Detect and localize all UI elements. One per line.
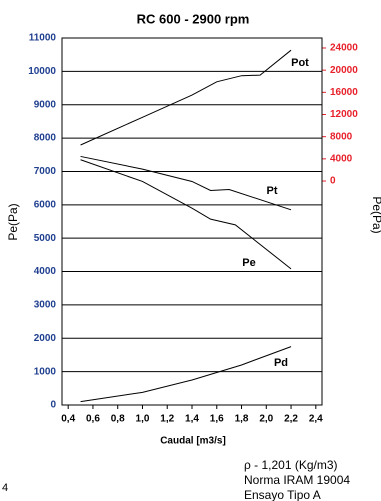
series-line [80,49,292,146]
y-tick-label: 3000 [34,300,57,311]
y-axis-label: Pe(Pa) [6,203,20,240]
plot-frame [61,37,323,406]
y2-tick-label: 8000 [330,131,353,142]
y-tick-label: 2000 [34,333,57,344]
y-tick-label: 0 [50,400,56,411]
annotation: ρ - 1,201 (Kg/m3) [244,458,338,472]
y-tick-label: 6000 [34,199,57,210]
x-tick-label: 0,4 [61,414,75,425]
y-tick-label: 7000 [34,166,57,177]
x-tick-label: 2,2 [284,414,298,425]
y-tick-label: 5000 [34,233,57,244]
y2-tick-label: 12000 [330,109,358,120]
series-line [80,159,292,270]
chart-title: RC 600 - 2900 rpm [137,11,250,26]
series-label: Pd [274,357,288,369]
y-tick-label: 10000 [28,66,56,77]
x-axis-label: Caudal [m3/s] [160,436,226,447]
y2-tick-label: 16000 [330,87,358,98]
series-label: Pe [242,257,255,269]
y2-tick-label: 24000 [330,43,358,54]
series-label: Pot [291,57,309,69]
y2-tick-label: 0 [330,176,336,187]
y2-axis-label: Pe(Pa) [370,196,381,233]
annotation: Norma IRAM 19004 [244,473,350,487]
y2-tick-label: 20000 [330,65,358,76]
y-tick-label: 4000 [34,266,57,277]
series-label: Pt [267,185,278,197]
x-tick-label: 2,0 [259,414,273,425]
y2-tick-label: 4000 [330,153,353,164]
y-tick-label: 8000 [34,133,57,144]
x-tick-label: 2,4 [309,414,323,425]
annotation: Ensayo Tipo A [244,488,321,501]
x-tick-label: 0,8 [111,414,125,425]
y-tick-label: 9000 [34,99,57,110]
annotation: 4 [2,482,8,494]
x-tick-label: 1,0 [136,414,150,425]
x-tick-label: 0,6 [86,414,100,425]
y-tick-label: 11000 [29,33,57,44]
x-tick-label: 1,4 [185,414,199,425]
series-line [80,155,292,211]
x-tick-label: 1,6 [210,414,224,425]
x-tick-label: 1,2 [160,414,174,425]
x-tick-label: 1,8 [235,414,249,425]
series-line [80,346,292,403]
y-tick-label: 1000 [34,366,57,377]
